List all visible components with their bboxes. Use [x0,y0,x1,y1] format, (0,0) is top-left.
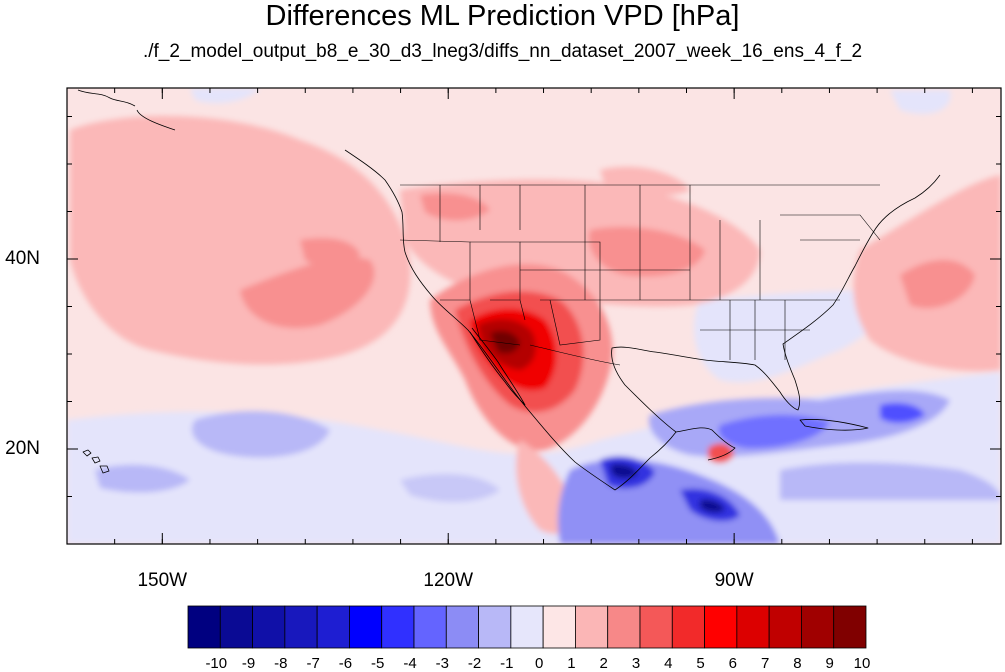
colorbar-swatch [671,605,705,649]
colorbar-swatch [607,605,641,649]
map-frame [66,87,1002,545]
colorbar-swatch [833,605,867,649]
colorbar-swatch [478,605,512,649]
colorbar-label: -10 [205,655,228,672]
colorbar-swatch [639,605,673,649]
colorbar-label: -2 [467,655,482,672]
colorbar-swatch [381,605,415,649]
colorbar-label: 10 [853,655,871,672]
colorbar-label: 0 [534,655,544,672]
lon-tick-label: 150W [137,570,188,591]
colorbar-swatch [510,605,544,649]
colorbar-label: -6 [338,655,353,672]
colorbar-label: 4 [664,655,673,672]
axis-ticks [67,88,1001,544]
colorbar-label: 2 [599,655,608,672]
map-title: Differences ML Prediction VPD [hPa] [265,0,740,32]
colorbar-swatch [219,605,253,649]
colorbar-swatch [736,605,770,649]
colorbar-swatch [187,605,221,649]
colorbar-swatch [575,605,609,649]
lon-tick-label: 120W [423,570,474,591]
colorbar-swatch [316,605,350,649]
colorbar-swatch [349,605,383,649]
vpd-field [67,88,1001,544]
colorbar-swatch [413,605,447,649]
colorbar-label: 6 [728,655,738,672]
colorbar-label: -9 [241,655,256,672]
colorbar-label: -1 [500,655,514,672]
colorbar-swatch [252,605,286,649]
colorbar-swatch [445,605,479,649]
lon-tick-label: 90W [714,570,754,591]
map-subtitle: ./f_2_model_output_b8_e_30_d3_lneg3/diff… [142,41,863,62]
colorbar-swatch [768,605,802,649]
colorbar-swatch [542,605,576,649]
colorbar-label: -8 [274,655,288,672]
colorbar [187,605,867,649]
colorbar-label: 7 [760,655,770,672]
colorbar-swatch [704,605,738,649]
colorbar-label: 9 [825,655,834,672]
colorbar-label: 3 [631,655,641,672]
colorbar-label: -7 [306,655,320,672]
state-boundaries [399,184,881,366]
colorbar-label: -5 [371,655,385,672]
colorbar-label: 1 [567,655,576,672]
colorbar-label: -3 [435,655,449,672]
lat-tick-label: 40N [5,248,40,269]
colorbar-swatch [801,605,835,649]
lat-tick-label: 20N [5,438,40,459]
colorbar-label: 8 [793,655,802,672]
colorbar-label: 5 [696,655,705,672]
coastlines [77,89,941,491]
colorbar-swatch [284,605,318,649]
colorbar-label: -4 [403,655,417,672]
